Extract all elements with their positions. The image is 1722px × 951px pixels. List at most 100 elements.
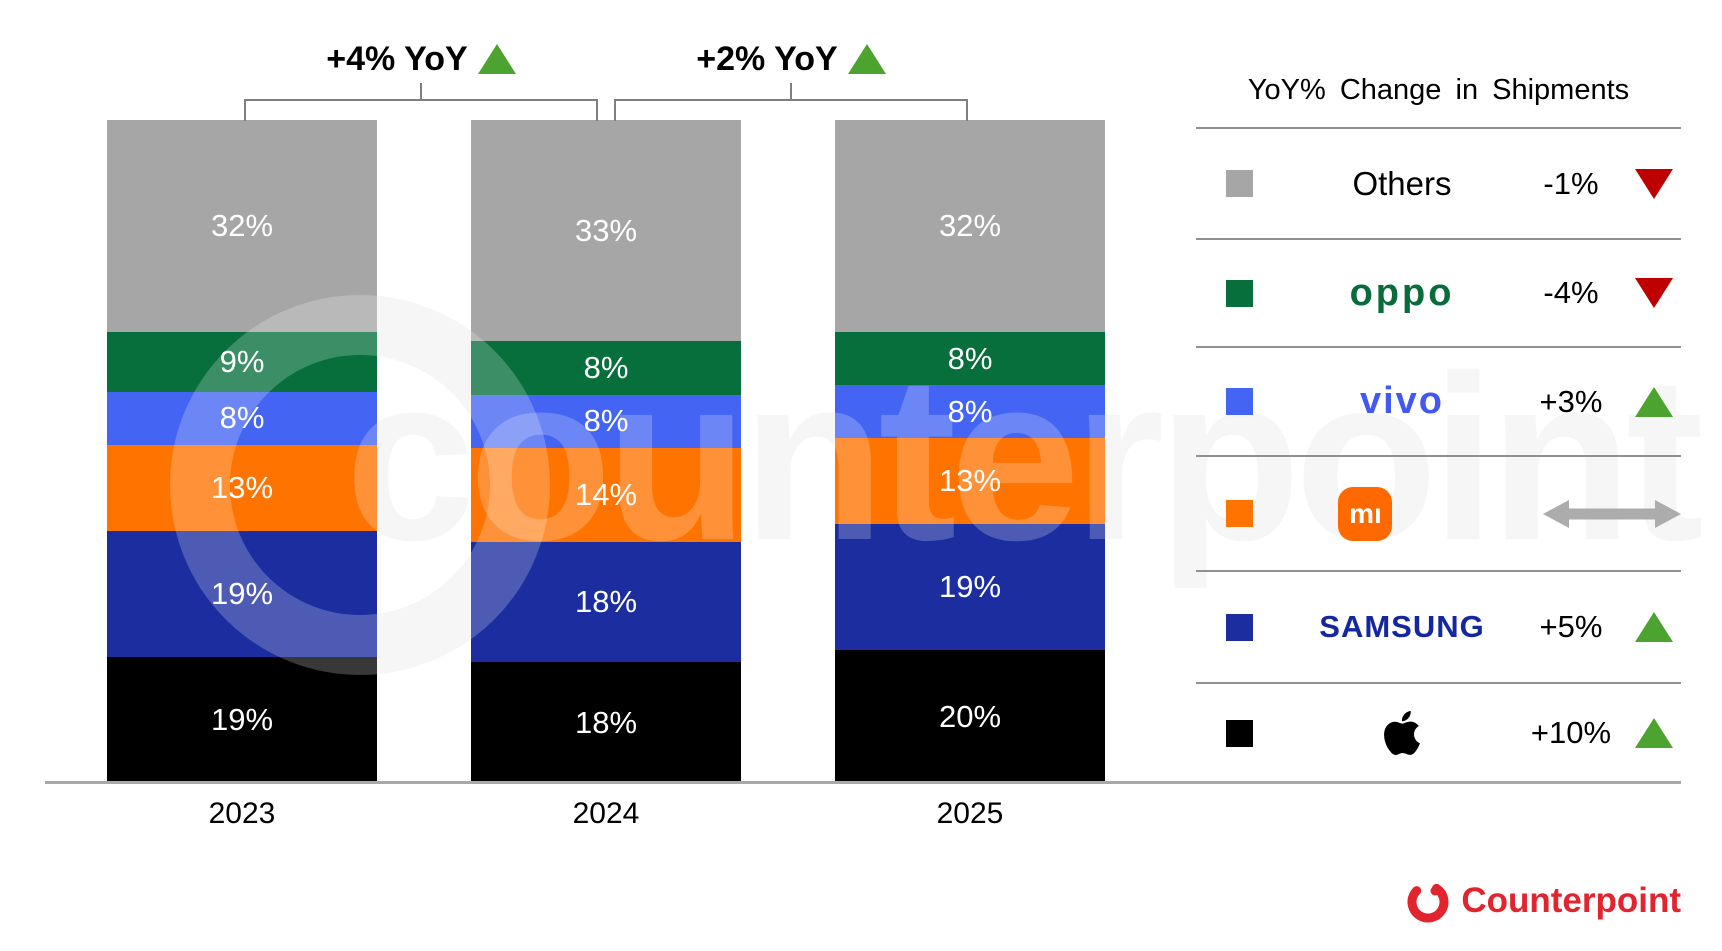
yoy-bracket-tick (596, 99, 598, 121)
yoy-annotation-label: +2% YoY (696, 39, 838, 78)
segment-xiaomi: 13% (835, 438, 1105, 525)
legend-swatch-cell (1226, 719, 1288, 747)
legend-yoy-value: -1% (1543, 165, 1599, 201)
segment-value-label: 9% (219, 343, 265, 379)
legend-swatch-cell (1226, 170, 1288, 197)
yoy-bracket-tick (244, 99, 246, 121)
legend-swatch-cell (1226, 613, 1288, 641)
legend-trend-cell (1543, 496, 1681, 532)
others-logo-text: Others (1352, 164, 1452, 202)
legend-brand-cell: SAMSUNG (1288, 609, 1516, 645)
bar-2025: 32% 8% 8% 13% 19% 20% (835, 120, 1105, 783)
legend-yoy-value: +5% (1539, 609, 1603, 644)
bar-2023: 32% 9% 8% 13% 19% 19% (107, 120, 377, 783)
trend-down-icon (1634, 278, 1673, 308)
legend-trend-cell (1626, 278, 1681, 308)
segment-samsung: 18% (471, 541, 741, 663)
legend-yoy-value: -4% (1543, 275, 1599, 310)
legend-row-apple: +10% (1196, 684, 1681, 782)
yoy-bracket-line (614, 99, 968, 101)
segment-value-label: 19% (210, 701, 274, 737)
segment-value-label: 32% (210, 208, 274, 244)
trend-up-icon (1634, 386, 1673, 417)
legend-swatch-xiaomi (1226, 500, 1253, 527)
segment-value-label: 13% (938, 463, 1002, 499)
legend-swatch-cell (1226, 388, 1288, 415)
segment-apple: 20% (835, 650, 1105, 783)
yoy-bracket-tick (966, 99, 968, 121)
legend-swatch-cell (1226, 500, 1275, 527)
apple-logo-icon (1384, 711, 1420, 755)
legend-swatch-cell (1226, 279, 1288, 307)
segment-value-label: 8% (947, 340, 993, 376)
segment-value-label: 20% (938, 698, 1002, 734)
segment-value-label: 8% (947, 393, 993, 429)
flat-arrow-icon (1543, 499, 1681, 528)
segment-oppo: 8% (835, 332, 1105, 386)
legend-brand-cell: oppo (1288, 272, 1516, 315)
counterpoint-wordmark: Counterpoint (1461, 881, 1681, 920)
legend-swatch-oppo (1226, 279, 1253, 307)
segment-samsung: 19% (107, 531, 377, 657)
yoy-bracket-stem (790, 83, 792, 100)
segment-value-label: 8% (583, 349, 629, 385)
segment-value-label: 8% (219, 400, 265, 436)
segment-value-label: 19% (938, 569, 1002, 605)
segment-oppo: 8% (471, 341, 741, 395)
x-axis-label-2023: 2023 (208, 797, 276, 830)
segment-samsung: 19% (835, 524, 1105, 651)
segment-apple: 18% (471, 662, 741, 783)
oppo-logo-text: oppo (1349, 271, 1455, 314)
yoy-annotation-2023-2024: +4% YoY (244, 40, 598, 78)
xiaomi-logo-icon: mı (1338, 486, 1393, 541)
segment-oppo: 9% (107, 332, 377, 392)
legend-swatch-apple (1226, 719, 1253, 747)
legend-row-oppo: oppo -4% (1196, 240, 1681, 348)
segment-value-label: 18% (574, 704, 638, 740)
legend-brand-cell: vivo (1288, 380, 1516, 423)
legend-row-vivo: vivo +3% (1196, 348, 1681, 457)
segment-xiaomi: 14% (471, 448, 741, 542)
counterpoint-icon (1407, 881, 1449, 923)
yoy-annotation-label: +4% YoY (326, 39, 468, 78)
bar-2024: 33% 8% 8% 14% 18% 18% (471, 120, 741, 783)
up-triangle-icon (477, 44, 516, 74)
yoy-bracket-line (244, 99, 598, 101)
legend-yoy-value: +10% (1530, 715, 1612, 750)
legend-trend-cell (1626, 612, 1681, 642)
legend-trend-cell (1626, 386, 1681, 417)
segment-vivo: 8% (471, 394, 741, 449)
legend-row-samsung: SAMSUNG +5% (1196, 572, 1681, 684)
legend-title: YoY% Change in Shipments (1196, 53, 1681, 129)
yoy-annotation-2024-2025: +2% YoY (614, 40, 968, 78)
legend-swatch-others (1226, 170, 1253, 197)
legend-row-others: Others -1% (1196, 129, 1681, 240)
legend-brand-cell: Others (1288, 165, 1516, 203)
samsung-logo-text: SAMSUNG (1319, 609, 1485, 644)
segment-value-label: 19% (210, 576, 274, 612)
segment-value-label: 8% (583, 403, 629, 439)
legend-brand-cell (1288, 705, 1516, 761)
x-axis-line (45, 781, 1681, 784)
segment-value-label: 13% (210, 469, 274, 505)
segment-others: 33% (471, 120, 741, 341)
legend-yoy-value: +3% (1539, 383, 1603, 419)
segment-vivo: 8% (107, 391, 377, 445)
legend-trend-cell (1626, 718, 1681, 748)
segment-others: 32% (107, 120, 377, 333)
segment-value-label: 18% (574, 584, 638, 620)
legend-trend-cell (1626, 168, 1681, 199)
counterpoint-logo: Counterpoint (1405, 878, 1681, 924)
legend-rows: Others -1% oppo -4% vivo +3% mı SAMSUNG +5% +10% (1196, 129, 1681, 782)
legend-panel: YoY% Change in Shipments Others -1% oppo -4… (1196, 53, 1681, 782)
segment-others: 32% (835, 120, 1105, 333)
segment-apple: 19% (107, 657, 377, 783)
x-axis-label-2025: 2025 (936, 797, 1004, 830)
trend-down-icon (1634, 168, 1673, 199)
yoy-bracket-stem (420, 83, 422, 100)
x-axis-label-2024: 2024 (572, 797, 640, 830)
up-triangle-icon (847, 44, 886, 74)
segment-value-label: 14% (574, 477, 638, 512)
vivo-logo-text: vivo (1359, 380, 1445, 422)
